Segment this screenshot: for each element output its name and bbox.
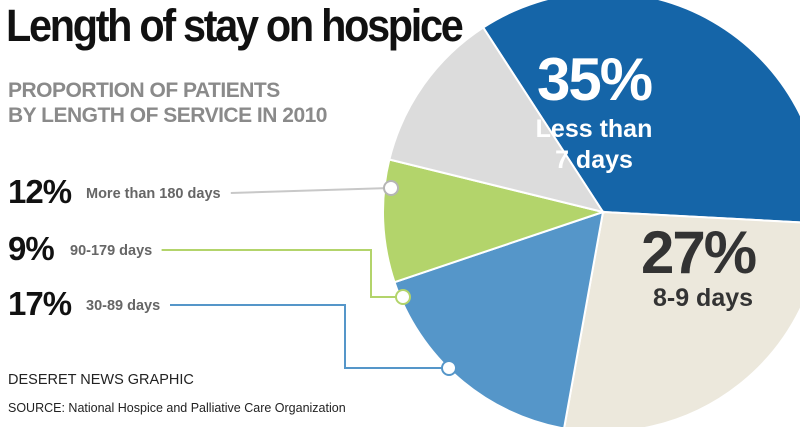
- source-line: SOURCE: National Hospice and Palliative …: [8, 401, 346, 415]
- slice-label-less-than-7-days-line-2: 7 days: [555, 146, 633, 174]
- outside-value-more-than-180-days: 12%: [8, 173, 72, 210]
- chart-title: Length of stay on hospice: [6, 0, 464, 51]
- leader-dot-30-89-days: [441, 360, 457, 376]
- slice-label-less-than-7-days-line-1: Less than: [536, 115, 653, 143]
- chart-subtitle: PROPORTION OF PATIENTS BY LENGTH OF SERV…: [8, 78, 328, 128]
- slice-more-than-180-days: [388, 26, 606, 214]
- slice-8-9-days: [563, 210, 800, 427]
- outside-label-more-than-180-days: More than 180 days: [86, 186, 221, 202]
- leader-dot-more-than-180-days: [383, 180, 399, 196]
- leader-line-90-179-days: [161, 249, 403, 298]
- outside-label-90-179-days: 90-179 days: [70, 243, 152, 259]
- leader-lines: [161, 180, 457, 376]
- slice-value-less-than-7-days: 35%: [537, 46, 652, 113]
- outside-value-30-89-days: 17%: [8, 285, 72, 322]
- outside-label-30-89-days: 30-89 days: [86, 298, 160, 314]
- slice-label-8-9-days: 8-9 days: [653, 284, 753, 312]
- leader-dot-90-179-days: [395, 289, 411, 305]
- leader-line-more-than-180-days: [230, 187, 392, 194]
- leader-line-30-89-days: [170, 304, 449, 369]
- subtitle-line-1: PROPORTION OF PATIENTS: [8, 79, 280, 102]
- slice-less-than-7-days: [481, 0, 800, 224]
- slice-90-179-days: [382, 158, 607, 284]
- slice-labels: 35%Less than 7 days 27%8-9 days 12% More tha…: [8, 46, 758, 322]
- subtitle-line-2: BY LENGTH OF SERVICE IN 2010: [8, 104, 328, 127]
- outside-value-90-179-days: 9%: [8, 230, 54, 267]
- slice-value-8-9-days: 27%: [641, 219, 756, 286]
- credit-line: DESERET NEWS GRAPHIC: [8, 372, 194, 388]
